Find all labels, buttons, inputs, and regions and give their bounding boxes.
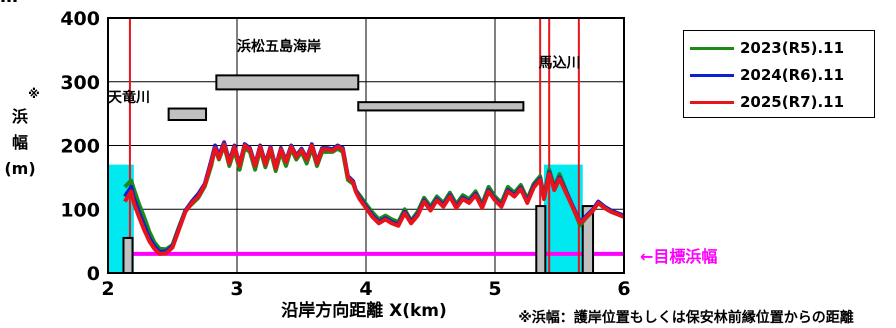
footnote: ※浜幅：護岸位置もしくは保安林前縁位置からの距離 — [518, 309, 854, 326]
structure-box — [215, 74, 360, 91]
legend-label: 2025(R7).11 — [740, 93, 845, 111]
plot-border — [107, 17, 625, 274]
legend-swatch — [690, 46, 734, 50]
y-axis-label-char: (m) — [4, 159, 35, 178]
legend: 2023(R5).11 2024(R6).11 2025(R7).11 — [683, 30, 875, 118]
x-tick-label: 3 — [230, 278, 243, 300]
y-axis-label-char: 幅 — [12, 133, 28, 152]
y-tick-label: 200 — [60, 136, 100, 158]
x-tick-label: 4 — [359, 278, 372, 300]
annotation-label: 浜松五島海岸 — [237, 38, 321, 55]
x-tick-labels: 2 3 4 5 6 — [101, 278, 630, 300]
y-tick-labels: 0 100 200 300 400 — [60, 8, 100, 285]
annotation-label: 天竜川 — [108, 89, 150, 106]
series-line-r7 — [123, 142, 625, 256]
structure-box — [167, 107, 208, 122]
y-axis-label-char: 浜 — [12, 107, 28, 126]
legend-item: 2025(R7).11 — [690, 91, 844, 113]
annotation-label: 馬込川 — [539, 55, 581, 72]
x-tick-label: 6 — [617, 278, 630, 300]
x-axis-label: 沿岸方向距離 X(km) — [281, 300, 447, 321]
y-tick-label: 400 — [60, 8, 100, 30]
legend-label: 2023(R5).11 — [740, 39, 845, 57]
x-tick-label: 2 — [101, 278, 114, 300]
structures — [122, 74, 595, 274]
y-axis-label: 浜幅 (m) — [4, 107, 35, 178]
legend-swatch — [690, 73, 734, 77]
target-label: ←目標浜幅 — [640, 247, 717, 266]
legend-item: 2024(R6).11 — [690, 64, 844, 86]
series-lines — [123, 140, 625, 256]
plot-frame — [107, 17, 625, 274]
structure-box — [357, 101, 525, 112]
y-tick-label: 0 — [87, 263, 100, 285]
legend-label: 2024(R6).11 — [740, 66, 845, 84]
y-tick-label: 300 — [60, 72, 100, 94]
y-axis-mark: ※ — [28, 87, 40, 101]
x-tick-label: 5 — [488, 278, 501, 300]
legend-item: 2023(R5).11 — [690, 37, 844, 59]
chart-title-partial: … — [0, 0, 18, 7]
structure-box — [122, 236, 134, 274]
structure-box — [535, 205, 547, 274]
legend-swatch — [690, 100, 734, 104]
y-tick-label: 100 — [60, 199, 100, 221]
